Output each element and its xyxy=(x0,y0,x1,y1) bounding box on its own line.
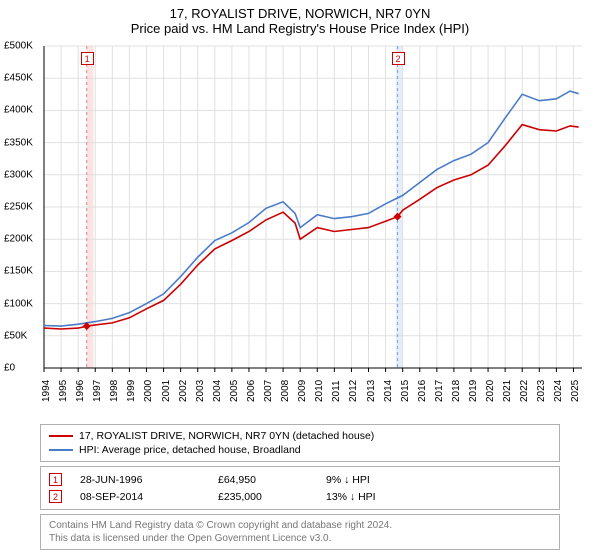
x-tick-label: 1995 xyxy=(58,380,69,402)
y-tick-label: £450K xyxy=(4,73,33,84)
x-tick-label: 2012 xyxy=(348,380,359,402)
y-tick-label: £350K xyxy=(4,137,33,148)
x-tick-label: 2020 xyxy=(485,380,496,402)
x-tick-label: 1996 xyxy=(75,380,86,402)
legend-label-hpi: HPI: Average price, detached house, Broa… xyxy=(79,444,301,456)
y-tick-label: £100K xyxy=(4,298,33,309)
sale-marker-badge-1: 1 xyxy=(81,52,94,65)
legend-swatch-price-paid xyxy=(49,435,73,437)
x-tick-label: 2010 xyxy=(314,380,325,402)
legend-row-price-paid: 17, ROYALIST DRIVE, NORWICH, NR7 0YN (de… xyxy=(49,429,551,443)
x-tick-label: 2005 xyxy=(229,380,240,402)
x-tick-label: 2019 xyxy=(468,380,479,402)
x-tick-label: 2002 xyxy=(178,380,189,402)
y-tick-label: £50K xyxy=(4,330,27,341)
x-tick-label: 2015 xyxy=(400,380,411,402)
x-tick-label: 2009 xyxy=(297,380,308,402)
x-tick-label: 2022 xyxy=(519,380,530,402)
sale-date-1: 28-JUN-1996 xyxy=(80,474,210,486)
sale-row-2: 2 08-SEP-2014 £235,000 13% ↓ HPI xyxy=(49,488,551,505)
sale-badge-1: 1 xyxy=(49,473,62,486)
x-tick-label: 2024 xyxy=(553,380,564,402)
x-tick-label: 1994 xyxy=(41,380,52,402)
x-tick-label: 2000 xyxy=(143,380,154,402)
x-tick-label: 2017 xyxy=(434,380,445,402)
y-tick-label: £150K xyxy=(4,266,33,277)
sale-diff-2: 13% ↓ HPI xyxy=(326,491,416,503)
x-tick-label: 1998 xyxy=(109,380,120,402)
x-tick-label: 2025 xyxy=(570,380,581,402)
x-tick-label: 2021 xyxy=(502,380,513,402)
sale-diff-1: 9% ↓ HPI xyxy=(326,474,416,486)
sale-price-1: £64,950 xyxy=(218,474,318,486)
sale-badge-2: 2 xyxy=(49,490,62,503)
y-tick-label: £300K xyxy=(4,169,33,180)
sale-price-2: £235,000 xyxy=(218,491,318,503)
x-tick-label: 2016 xyxy=(417,380,428,402)
legend-label-price-paid: 17, ROYALIST DRIVE, NORWICH, NR7 0YN (de… xyxy=(79,430,374,442)
sale-date-2: 08-SEP-2014 xyxy=(80,491,210,503)
sales-box: 1 28-JUN-1996 £64,950 9% ↓ HPI 2 08-SEP-… xyxy=(40,466,560,510)
chart-svg xyxy=(0,40,600,420)
y-tick-label: £0 xyxy=(4,363,15,374)
sale-marker-badge-2: 2 xyxy=(392,52,405,65)
y-tick-label: £200K xyxy=(4,234,33,245)
x-tick-label: 2014 xyxy=(383,380,394,402)
x-tick-label: 2023 xyxy=(536,380,547,402)
sale-row-1: 1 28-JUN-1996 £64,950 9% ↓ HPI xyxy=(49,471,551,488)
x-tick-label: 2001 xyxy=(161,380,172,402)
x-tick-label: 2006 xyxy=(246,380,257,402)
x-tick-label: 2013 xyxy=(366,380,377,402)
x-tick-label: 2003 xyxy=(195,380,206,402)
footer-line2: This data is licensed under the Open Gov… xyxy=(49,532,551,545)
x-tick-label: 1999 xyxy=(126,380,137,402)
chart-title-line1: 17, ROYALIST DRIVE, NORWICH, NR7 0YN xyxy=(0,0,600,21)
legend-box: 17, ROYALIST DRIVE, NORWICH, NR7 0YN (de… xyxy=(40,424,560,462)
y-tick-label: £400K xyxy=(4,105,33,116)
x-tick-label: 2008 xyxy=(280,380,291,402)
y-tick-label: £250K xyxy=(4,202,33,213)
legend-swatch-hpi xyxy=(49,449,73,451)
footer-box: Contains HM Land Registry data © Crown c… xyxy=(40,514,560,550)
x-tick-label: 2007 xyxy=(263,380,274,402)
y-tick-label: £500K xyxy=(4,41,33,52)
chart-title-line2: Price paid vs. HM Land Registry's House … xyxy=(0,21,600,40)
x-tick-label: 2004 xyxy=(212,380,223,402)
chart-area: £0 £50K £100K £150K £200K £250K £300K £350K £400… xyxy=(0,40,600,420)
legend-row-hpi: HPI: Average price, detached house, Broa… xyxy=(49,443,551,457)
footer-line1: Contains HM Land Registry data © Crown c… xyxy=(49,519,551,532)
x-tick-label: 2011 xyxy=(331,380,342,402)
x-tick-label: 1997 xyxy=(92,380,103,402)
x-tick-label: 2018 xyxy=(451,380,462,402)
